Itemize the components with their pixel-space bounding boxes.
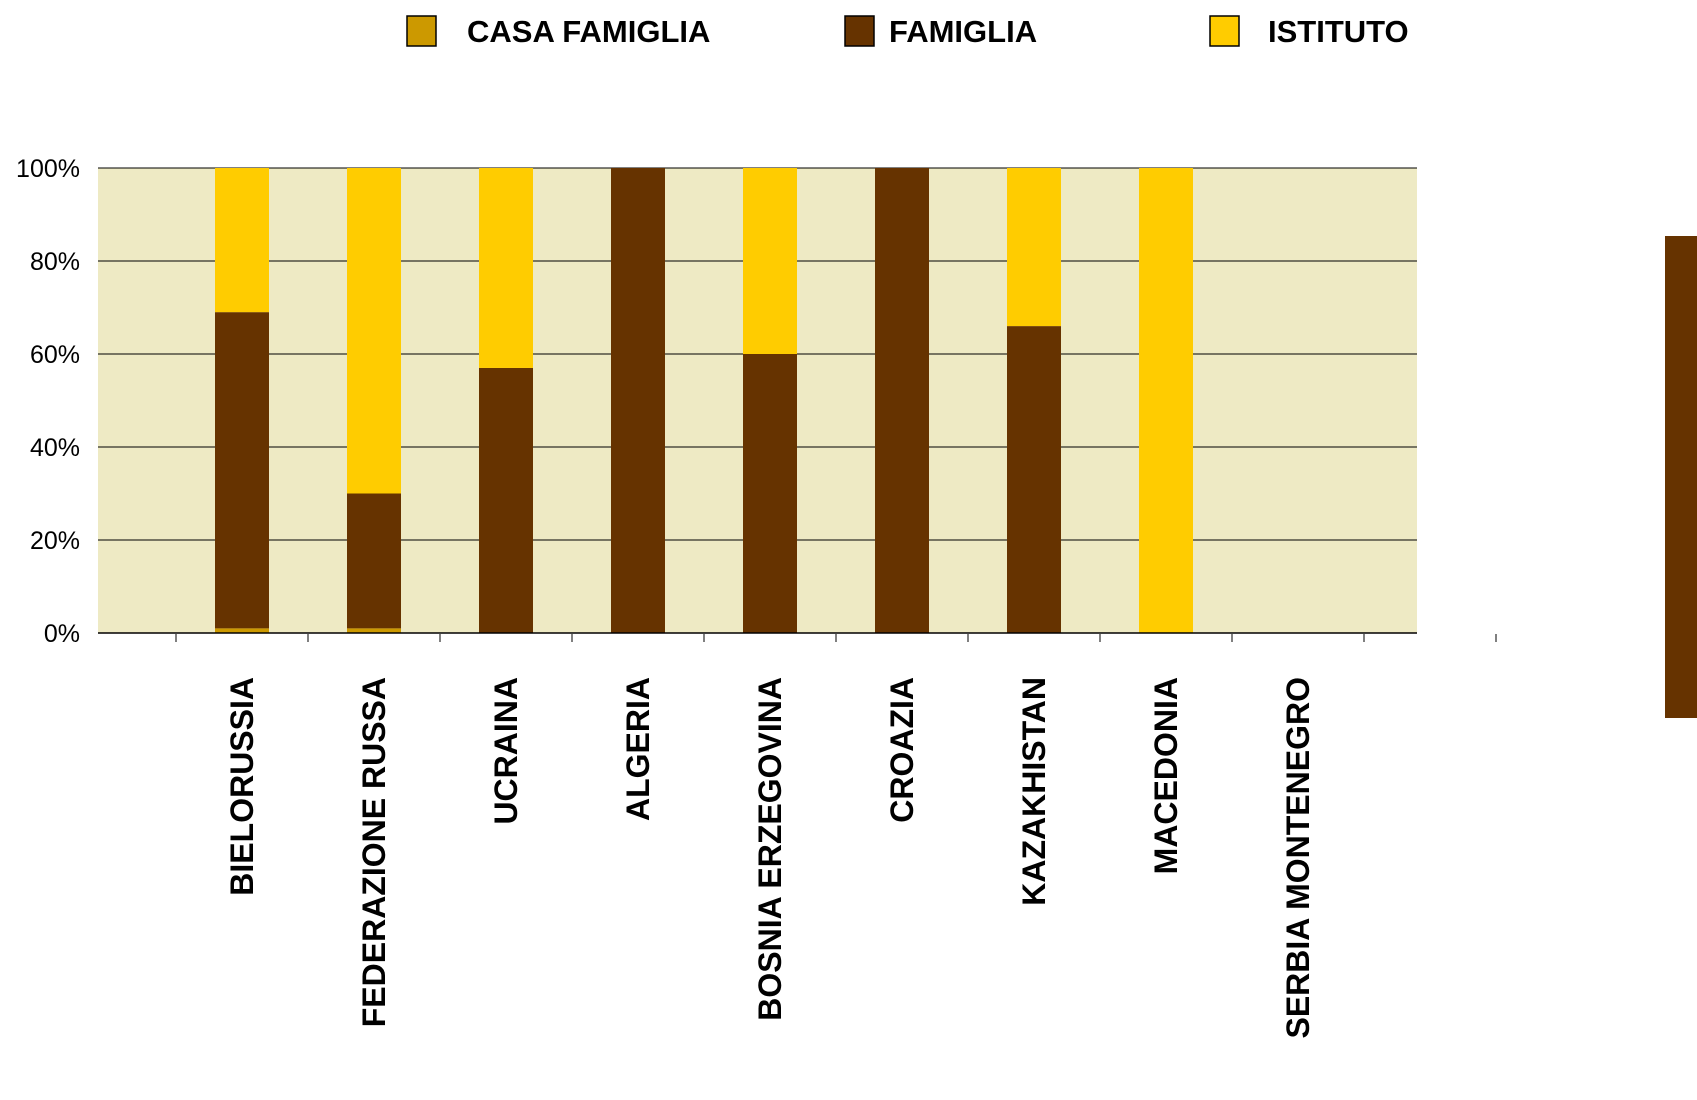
y-tick-label: 20% <box>30 527 80 555</box>
y-tick-label: 100% <box>16 155 80 183</box>
bar-istituto-kazakhistan <box>1007 168 1061 327</box>
bar-casa-famiglia-federazione-russa <box>347 628 401 633</box>
legend: CASA FAMIGLIA FAMIGLIA ISTITUTO <box>406 14 1409 49</box>
y-tick-label: 60% <box>30 341 80 369</box>
x-tick-label-macedonia: MACEDONIA <box>1148 677 1184 874</box>
x-tick-label-serbia-montenegro: SERBIA MONTENEGRO <box>1280 677 1316 1039</box>
bar-famiglia-bielorussia <box>215 312 269 629</box>
legend-swatch-istituto <box>1209 15 1240 47</box>
bar-famiglia-bosnia-erzegovina <box>743 354 797 633</box>
x-tick-label-bosnia-erzegovina: BOSNIA ERZEGOVINA <box>752 677 788 1021</box>
x-tick-label-croazia: CROAZIA <box>884 677 920 823</box>
legend-swatch-casa-famiglia <box>406 15 437 47</box>
x-tick-label-algeria: ALGERIA <box>620 677 656 821</box>
x-tick-label-kazakhistan: KAZAKHISTAN <box>1016 677 1052 906</box>
legend-swatch-famiglia <box>844 15 875 47</box>
x-tick-labels: BIELORUSSIA FEDERAZIONE RUSSA UCRAINA ALGER… <box>224 677 1316 1039</box>
side-bar-decoration <box>1665 236 1697 718</box>
x-tick-label-ucraina: UCRAINA <box>488 677 524 825</box>
axes <box>98 167 1497 642</box>
legend-label-istituto: ISTITUTO <box>1268 14 1409 49</box>
bar-casa-famiglia-bielorussia <box>215 628 269 633</box>
bar-istituto-macedonia <box>1139 168 1193 633</box>
y-tick-labels: 0% 20% 40% 60% 80% 100% <box>16 155 80 648</box>
bars <box>215 168 1193 633</box>
legend-label-casa-famiglia: CASA FAMIGLIA <box>467 14 710 49</box>
x-tick-label-bielorussia: BIELORUSSIA <box>224 677 260 896</box>
bar-famiglia-kazakhistan <box>1007 326 1061 633</box>
legend-label-famiglia: FAMIGLIA <box>889 14 1037 49</box>
bar-istituto-bosnia-erzegovina <box>743 168 797 354</box>
x-tick-label-federazione-russa: FEDERAZIONE RUSSA <box>356 677 392 1027</box>
y-tick-label: 80% <box>30 248 80 276</box>
bar-famiglia-federazione-russa <box>347 493 401 629</box>
bar-istituto-bielorussia <box>215 168 269 313</box>
bar-famiglia-ucraina <box>479 367 533 633</box>
y-tick-label: 0% <box>44 620 80 648</box>
bar-istituto-ucraina <box>479 168 533 368</box>
bar-famiglia-croazia <box>875 168 929 633</box>
bar-istituto-federazione-russa <box>347 168 401 494</box>
y-tick-label: 40% <box>30 434 80 462</box>
bar-famiglia-algeria <box>611 168 665 633</box>
